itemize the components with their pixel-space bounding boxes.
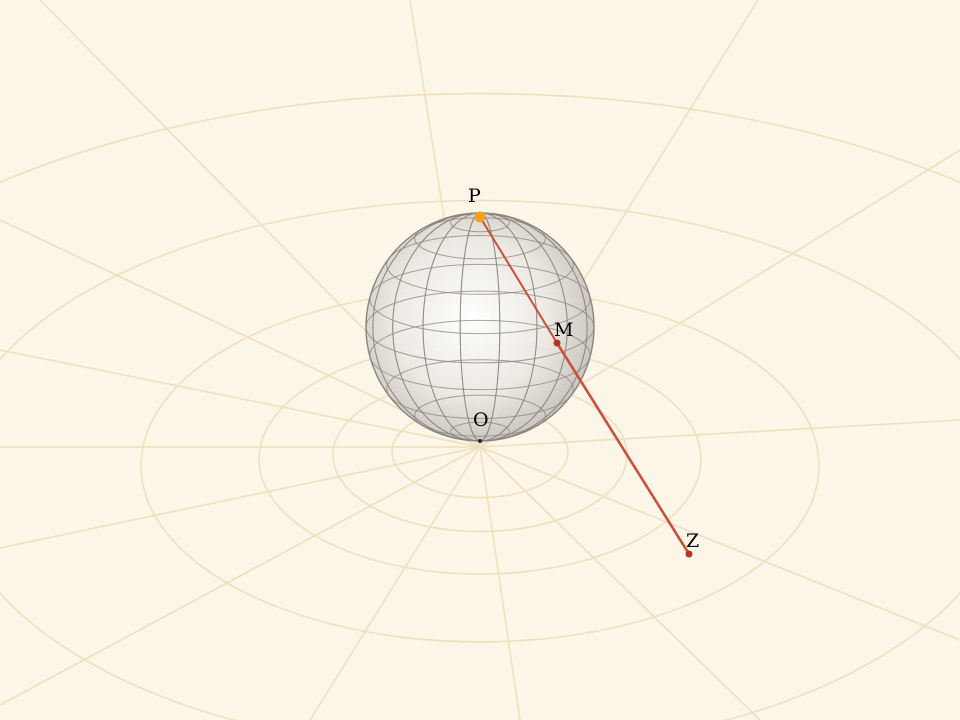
- sphere-surface: [366, 213, 594, 441]
- sphere-parallel: [386, 235, 574, 295]
- plane-ray: [479, 446, 960, 641]
- sphere-meridian: [459, 213, 501, 441]
- point-z[interactable]: Z: [685, 530, 700, 558]
- plane-ray: [479, 446, 521, 720]
- projection-line-m-to-z: [555, 342, 691, 555]
- plane-ring: [0, 199, 960, 720]
- point-z-label: Z: [686, 530, 699, 552]
- point-m[interactable]: M: [553, 319, 574, 347]
- point-m-marker[interactable]: [553, 339, 561, 347]
- plane-ray: [309, 446, 481, 720]
- point-p-marker[interactable]: [474, 211, 486, 223]
- plane-ring: [0, 92, 960, 184]
- point-p[interactable]: P: [468, 185, 486, 223]
- point-o[interactable]: O: [473, 409, 489, 443]
- sphere-parallel: [386, 359, 574, 419]
- sphere-meridian: [422, 213, 538, 441]
- plane-ray: [0, 446, 481, 706]
- riemann-sphere: [365, 212, 595, 442]
- point-o-label: O: [473, 409, 489, 431]
- sphere-parallel: [366, 290, 594, 364]
- projection-line-p-to-m: [479, 216, 558, 344]
- plane-ray: [0, 446, 481, 549]
- sphere-parallel: [414, 394, 546, 437]
- plane-ray: [0, 349, 481, 448]
- plane-ray: [479, 419, 960, 448]
- plane-ray: [479, 446, 761, 720]
- sphere-meridian: [372, 213, 588, 441]
- point-z-marker[interactable]: [685, 550, 693, 558]
- point-o-marker[interactable]: [478, 439, 482, 443]
- sphere-meridian: [392, 213, 568, 441]
- point-p-label: P: [468, 185, 481, 207]
- point-m-label: M: [554, 319, 573, 341]
